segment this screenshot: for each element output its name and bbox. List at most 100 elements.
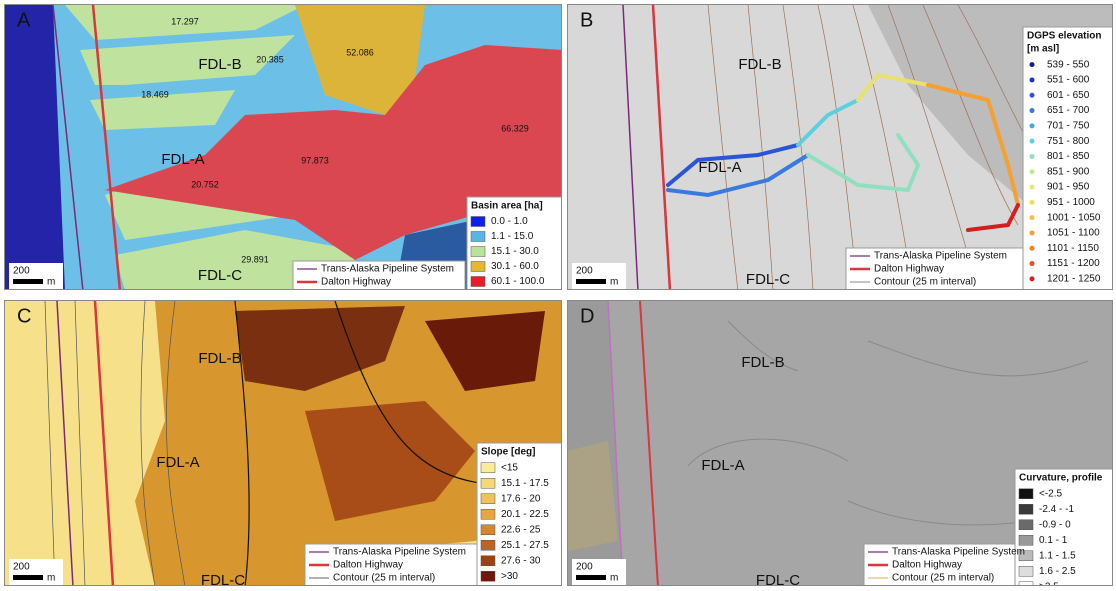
legend-swatch bbox=[481, 509, 495, 519]
legend-label: 1151 - 1200 bbox=[1047, 258, 1100, 269]
legend-title: Slope [deg] bbox=[481, 447, 535, 458]
map-label: 29.891 bbox=[241, 254, 269, 264]
legend-swatch bbox=[1030, 154, 1035, 159]
panel-letter: C bbox=[17, 305, 31, 327]
legend-swatch bbox=[1030, 276, 1035, 281]
legend-title: Basin area [ha] bbox=[471, 201, 543, 212]
legend-label: 25.1 - 27.5 bbox=[501, 540, 549, 551]
legend-label: -2.4 - -1 bbox=[1039, 504, 1074, 515]
legend-label: 901 - 950 bbox=[1047, 182, 1090, 193]
legend-swatch bbox=[1030, 185, 1035, 190]
scale-unit: m bbox=[610, 277, 618, 288]
line-legend-label: Trans-Alaska Pipeline System bbox=[321, 264, 454, 275]
legend-label: <-2.5 bbox=[1039, 488, 1063, 499]
legend-swatch bbox=[481, 525, 495, 535]
legend-swatch bbox=[1030, 246, 1035, 251]
map-label: FDL-C bbox=[756, 572, 800, 586]
page: {"panels":[ {"letter":"A","labels":["17.… bbox=[0, 0, 1116, 591]
legend-label: 0.0 - 1.0 bbox=[491, 216, 528, 227]
legend-label: 651 - 700 bbox=[1047, 105, 1090, 116]
legend-swatch bbox=[1019, 566, 1033, 576]
legend-label: 15.1 - 30.0 bbox=[491, 246, 539, 257]
map-label: FDL-B bbox=[198, 56, 241, 73]
legend-label: 551 - 600 bbox=[1047, 75, 1090, 86]
map-label: FDL-C bbox=[746, 271, 790, 288]
line-legend-label: Dalton Highway bbox=[333, 560, 403, 571]
legend-swatch bbox=[481, 463, 495, 473]
legend-label: 0.1 - 1 bbox=[1039, 535, 1068, 546]
legend-swatch bbox=[1030, 139, 1035, 144]
map-label: 17.297 bbox=[171, 16, 199, 26]
map-label: FDL-A bbox=[156, 454, 199, 471]
legend-label: 60.1 - 100.0 bbox=[491, 276, 545, 287]
map-label: FDL-C bbox=[198, 267, 242, 284]
line-legend-label: Contour (25 m interval) bbox=[333, 573, 435, 584]
scale-bar bbox=[576, 279, 606, 284]
legend-swatch bbox=[1030, 169, 1035, 174]
legend-swatch bbox=[1030, 108, 1035, 113]
legend-swatch bbox=[471, 277, 485, 287]
scale-value: 200 bbox=[13, 266, 30, 277]
legend-label: 851 - 900 bbox=[1047, 166, 1090, 177]
legend-label: 1201 - 1250 bbox=[1047, 273, 1101, 284]
legend-label: 1101 - 1150 bbox=[1047, 243, 1099, 254]
legend-label: 701 - 750 bbox=[1047, 120, 1090, 131]
legend-swatch bbox=[1019, 520, 1033, 530]
panel-letter: D bbox=[580, 305, 594, 327]
legend-label: >2.5 bbox=[1039, 581, 1059, 586]
line-legend-label: Contour (25 m interval) bbox=[892, 573, 994, 584]
legend-swatch bbox=[1030, 261, 1035, 266]
panel-letter: A bbox=[17, 9, 31, 31]
legend-label: 951 - 1000 bbox=[1047, 197, 1095, 208]
scale-value: 200 bbox=[576, 562, 593, 573]
map-label: FDL-A bbox=[161, 151, 204, 168]
map-label: 97.873 bbox=[301, 155, 329, 165]
map-label: 66.329 bbox=[501, 123, 529, 133]
map-label: FDL-A bbox=[698, 159, 741, 176]
legend-label: 751 - 800 bbox=[1047, 136, 1090, 147]
line-legend-label: Trans-Alaska Pipeline System bbox=[892, 547, 1025, 558]
legend-label: 22.6 - 25 bbox=[501, 524, 541, 535]
map-label: FDL-B bbox=[198, 350, 241, 367]
legend-label: 15.1 - 17.5 bbox=[501, 478, 549, 489]
legend-label: >30 bbox=[501, 571, 518, 582]
legend-swatch bbox=[1030, 93, 1035, 98]
legend-label: 539 - 550 bbox=[1047, 59, 1090, 70]
legend-swatch bbox=[471, 217, 485, 227]
scale-value: 200 bbox=[13, 562, 30, 573]
legend-swatch bbox=[471, 247, 485, 257]
scale-value: 200 bbox=[576, 266, 593, 277]
line-legend-label: Dalton Highway bbox=[321, 277, 391, 288]
map-label: FDL-B bbox=[741, 354, 784, 371]
legend-swatch bbox=[1030, 230, 1035, 235]
legend-swatch bbox=[471, 262, 485, 272]
line-legend-label: Trans-Alaska Pipeline System bbox=[874, 251, 1007, 262]
legend-label: -0.9 - 0 bbox=[1039, 519, 1071, 530]
legend-label: 801 - 850 bbox=[1047, 151, 1090, 162]
legend-swatch bbox=[481, 540, 495, 550]
legend-swatch bbox=[471, 232, 485, 242]
legend-label: 1.1 - 15.0 bbox=[491, 231, 534, 242]
scale-unit: m bbox=[47, 277, 55, 288]
legend-swatch bbox=[1030, 200, 1035, 205]
legend-swatch bbox=[481, 556, 495, 566]
legend-swatch bbox=[1019, 535, 1033, 545]
map-label: 18.469 bbox=[141, 89, 169, 99]
scale-bar bbox=[13, 279, 43, 284]
legend-swatch bbox=[1019, 504, 1033, 514]
scale-unit: m bbox=[610, 573, 618, 584]
legend-swatch bbox=[481, 571, 495, 581]
line-legend-label: Contour (25 m interval) bbox=[874, 277, 976, 288]
map-label: FDL-C bbox=[201, 572, 245, 586]
map-label: 20.752 bbox=[191, 179, 219, 189]
scale-bar bbox=[576, 575, 606, 580]
legend-label: 1.6 - 2.5 bbox=[1039, 566, 1076, 577]
legend-label: 30.1 - 60.0 bbox=[491, 261, 539, 272]
legend-title: Curvature, profile bbox=[1019, 473, 1103, 484]
scale-bar bbox=[13, 575, 43, 580]
panel-c: CFDL-BFDL-AFDL-CSlope [deg]<1515.1 - 17.… bbox=[4, 300, 562, 586]
legend-title: DGPS elevation bbox=[1027, 31, 1101, 42]
legend-swatch bbox=[1019, 582, 1033, 586]
line-legend-label: Dalton Highway bbox=[874, 264, 944, 275]
